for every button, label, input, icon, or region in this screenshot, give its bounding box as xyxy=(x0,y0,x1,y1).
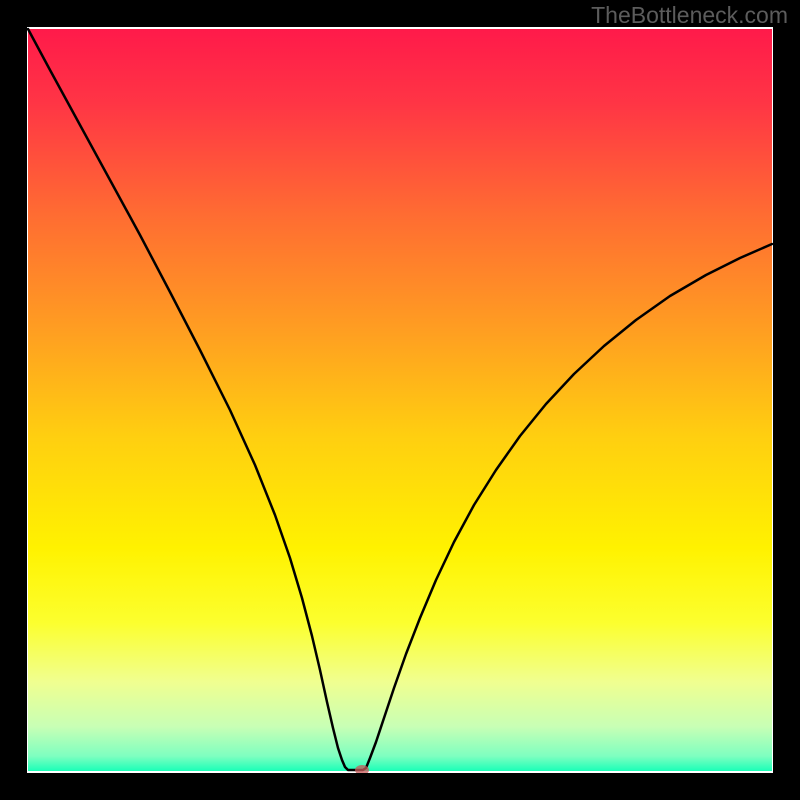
chart-container: TheBottleneck.com xyxy=(0,0,800,800)
watermark-text: TheBottleneck.com xyxy=(591,2,788,29)
gradient-background xyxy=(28,29,772,771)
bottleneck-chart xyxy=(0,0,800,800)
